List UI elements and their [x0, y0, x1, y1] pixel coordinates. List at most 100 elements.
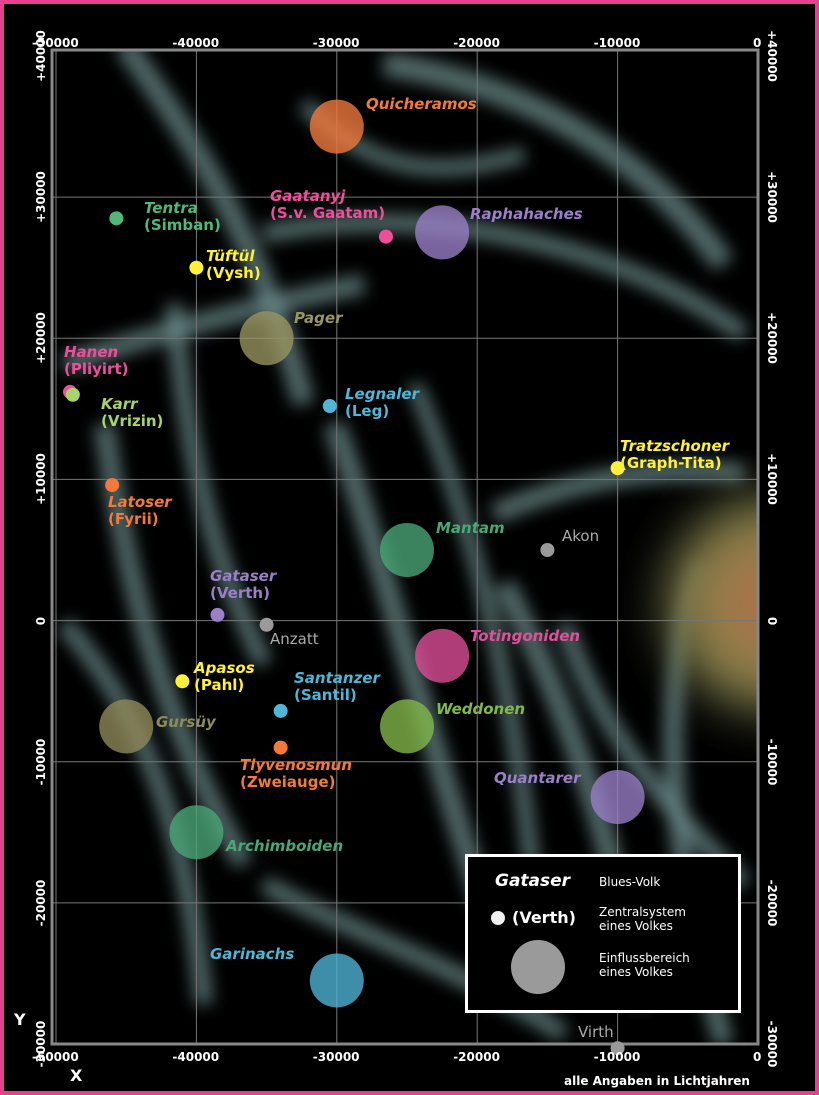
legend-people-name: Gataser [495, 871, 571, 891]
label-tratzschoner: Tratzschoner (Graph-Tita) [620, 438, 729, 472]
y-axis-letter: Y [14, 1010, 26, 1029]
label-central-system: (Graph-Tita) [620, 454, 722, 472]
influence-area-quantarer[interactable] [590, 770, 645, 824]
units-footnote: alle Angaben in Lichtjahren [564, 1074, 750, 1088]
label-name: Garinachs [210, 945, 295, 963]
influence-area-pager[interactable] [239, 311, 294, 366]
label-name: Anzatt [270, 630, 319, 648]
label-anzatt: Anzatt [270, 631, 319, 648]
label-central-system: (Fyrii) [108, 510, 159, 528]
label-quicheramos: Quicheramos [366, 96, 477, 113]
influence-area-totingoniden[interactable] [415, 628, 470, 683]
tick-left: -20000 [34, 879, 48, 927]
label-name: Tentra [144, 199, 198, 217]
label-virth: Virth [578, 1024, 614, 1041]
label-name: Virth [578, 1023, 614, 1041]
label-name: Raphahaches [470, 205, 583, 223]
influence-area-garinachs[interactable] [309, 953, 364, 1008]
tick-top: -50000 [32, 36, 79, 50]
tick-top: 0 [753, 36, 762, 50]
system-marker-akon[interactable] [540, 543, 555, 557]
system-marker-gaatanyj[interactable] [378, 229, 393, 244]
tick-bottom: -10000 [593, 1050, 641, 1064]
legend-central-system-dot [491, 911, 505, 925]
tick-right: +20000 [765, 312, 779, 365]
label-name: Tüftül [206, 247, 255, 265]
label-archimboiden: Archimboiden [226, 838, 343, 855]
legend-people-desc: Blues-Volk [599, 875, 661, 889]
tick-right: +40000 [765, 30, 779, 82]
influence-area-gursüy[interactable] [99, 699, 154, 754]
label-name: Pager [294, 309, 343, 327]
label-garinachs: Garinachs [210, 946, 294, 963]
tick-left: -10000 [34, 738, 48, 786]
tick-left: 0 [34, 616, 48, 625]
tick-right: +10000 [765, 453, 779, 506]
label-apasos: Apasos (Pahl) [194, 660, 255, 694]
system-marker-anzatt[interactable] [259, 617, 274, 632]
label-name: Mantam [436, 519, 505, 537]
tick-left: -30000 [34, 1020, 48, 1068]
label-central-system: (S.v. Gaatam) [270, 204, 386, 222]
tick-left: +40000 [34, 30, 48, 82]
label-name: Quantarer [494, 769, 581, 787]
label-tentra: Tentra (Simban) [144, 200, 221, 234]
legend-system-label: (Verth) [512, 908, 576, 927]
legend-influence-desc: Einflussbereich eines Volkes [599, 951, 690, 979]
x-axis-letter: X [70, 1066, 83, 1085]
influence-area-quicheramos[interactable] [309, 99, 364, 154]
system-marker-tratzschoner[interactable] [610, 461, 625, 476]
influence-area-archimboiden[interactable] [169, 805, 224, 860]
system-marker-tlyvenosmun[interactable] [273, 740, 288, 755]
influence-area-raphahaches[interactable] [415, 205, 470, 260]
system-marker-karr[interactable] [65, 387, 80, 402]
tick-top: -30000 [312, 36, 360, 50]
legend: Gataser Blues-Volk (Verth) Zentralsystem… [465, 854, 741, 1013]
map-markers [63, 99, 645, 1056]
tick-left: +20000 [34, 312, 48, 365]
label-tlyvenosmun: Tlyvenosmun (Zweiauge) [240, 757, 352, 791]
system-marker-santanzer[interactable] [273, 703, 288, 718]
label-name: Santanzer [294, 669, 380, 687]
label-name: Tlyvenosmun [240, 756, 353, 774]
system-marker-tüftül[interactable] [189, 260, 204, 275]
system-marker-virth[interactable] [610, 1041, 625, 1056]
tick-right: -10000 [765, 738, 779, 786]
label-akon: Akon [562, 528, 599, 545]
system-marker-legnaler[interactable] [322, 399, 337, 414]
label-central-system: (Pahl) [194, 676, 245, 694]
system-marker-gataser[interactable] [210, 607, 225, 622]
label-weddonen: Weddonen [436, 701, 525, 718]
map-frame [50, 48, 760, 1046]
label-gursüy: Gursüy [156, 714, 216, 731]
legend-system-desc-2: eines Volkes [599, 919, 673, 933]
label-name: Apasos [194, 659, 255, 677]
label-legnaler: Legnaler (Leg) [345, 386, 419, 420]
label-name: Weddonen [436, 700, 526, 718]
tick-right: -30000 [765, 1020, 779, 1068]
tick-top: -40000 [172, 36, 220, 50]
label-name: Totingoniden [470, 627, 581, 645]
influence-area-mantam[interactable] [380, 523, 434, 577]
label-central-system: (Zweiauge) [240, 773, 336, 791]
label-central-system: (Simban) [144, 216, 221, 234]
legend-influence-circle [511, 940, 565, 994]
system-marker-tentra[interactable] [109, 211, 124, 226]
influence-area-weddonen[interactable] [380, 699, 434, 754]
label-name: Gaatanyj [270, 187, 346, 205]
legend-system-desc: Zentralsystem eines Volkes [599, 905, 686, 933]
label-raphahaches: Raphahaches [470, 206, 583, 223]
label-tüftül: Tüftül (Vysh) [206, 248, 261, 282]
system-marker-latoser[interactable] [105, 478, 120, 493]
label-hanen: Hanen (Pliyirt) [64, 344, 128, 378]
tick-bottom: 0 [753, 1050, 762, 1064]
label-latoser: Latoser (Fyrii) [108, 494, 172, 528]
label-name: Gataser [210, 567, 277, 585]
tick-left: +10000 [34, 453, 48, 506]
system-marker-apasos[interactable] [175, 674, 190, 689]
label-santanzer: Santanzer (Santil) [294, 670, 380, 704]
tick-top: -10000 [593, 36, 641, 50]
label-central-system: (Leg) [345, 402, 390, 420]
tick-right: +30000 [765, 171, 779, 224]
